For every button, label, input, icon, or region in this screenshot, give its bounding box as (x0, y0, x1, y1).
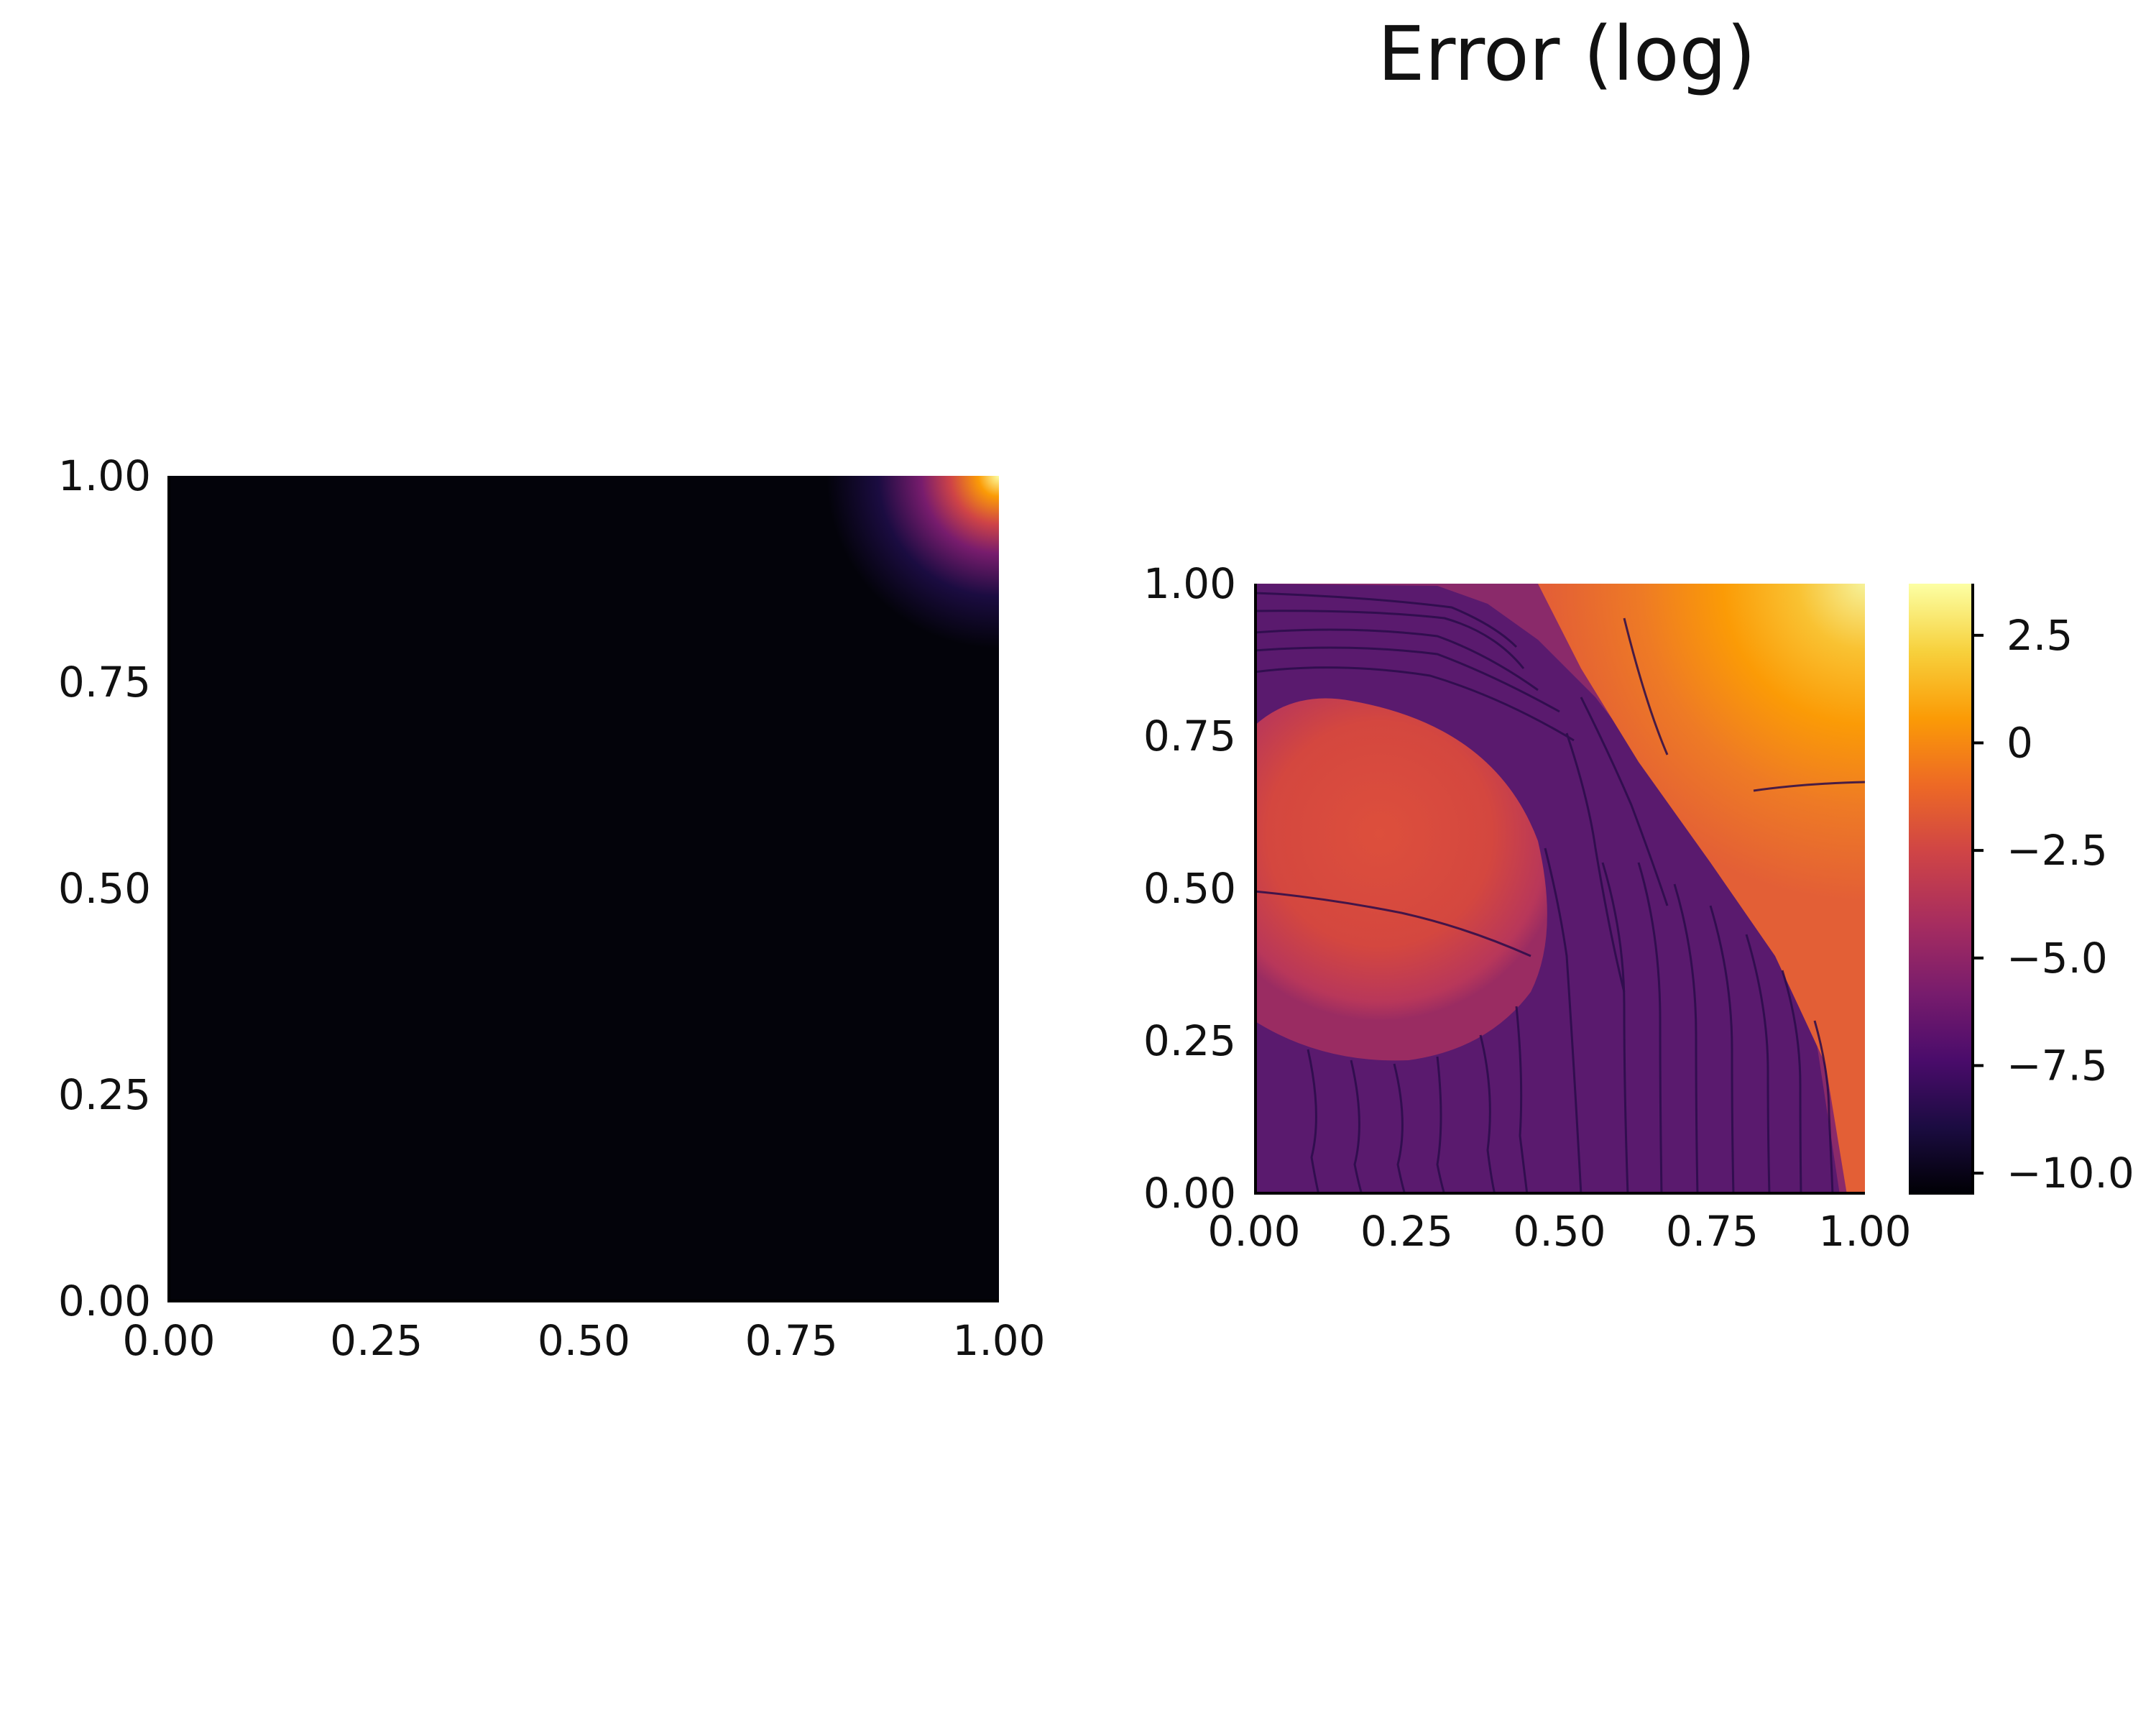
right-y-tick-label: 0.75 (1143, 712, 1236, 760)
right-y-tick-label: 1.00 (1143, 559, 1236, 608)
figure-title: Error (log) (1377, 10, 1756, 98)
right-y-tick-label: 0.50 (1143, 864, 1236, 913)
colorbar-tick-label: −2.5 (2007, 826, 2108, 875)
left-x-tick-label: 1.00 (952, 1316, 1045, 1365)
right-x-tick-label: 0.00 (1207, 1207, 1300, 1256)
left-y-tick-label: 0.50 (58, 864, 151, 913)
left-x-tick-label: 0.50 (538, 1316, 630, 1365)
right-y-tick-label: 0.25 (1143, 1016, 1236, 1065)
left-y-tick-label: 1.00 (58, 451, 151, 500)
left-y-tick-label: 0.00 (58, 1277, 151, 1325)
right-heatmap-contours (1254, 592, 1865, 1195)
colorbar-tick-label: −5.0 (2007, 934, 2108, 983)
colorbar-tick-label: −7.5 (2007, 1041, 2108, 1090)
right-x-tick-label: 0.25 (1360, 1207, 1453, 1256)
colorbar-tick-label: 0 (2007, 718, 2033, 767)
left-x-tick-label: 0.00 (122, 1316, 215, 1365)
left-x-tick-label: 0.75 (745, 1316, 838, 1365)
right-y-tick-label: 0.00 (1143, 1169, 1236, 1218)
right-heatmap-bubble (1254, 698, 1547, 1061)
right-x-tick-label: 0.75 (1666, 1207, 1759, 1256)
left-heatmap-corner-peak (169, 476, 999, 1301)
right-heatmap-corner-peak (1538, 584, 1865, 1195)
left-y-tick-label: 0.75 (58, 658, 151, 707)
left-x-tick-label: 0.25 (330, 1316, 423, 1365)
colorbar-tick-label: 2.5 (2007, 611, 2073, 660)
colorbar-gradient (1909, 584, 1971, 1195)
colorbar (1909, 584, 1974, 1195)
right-x-tick-label: 0.50 (1513, 1207, 1606, 1256)
colorbar-tick-label: −10.0 (2007, 1149, 2134, 1198)
left-y-tick-label: 0.25 (58, 1070, 151, 1119)
right-x-tick-label: 1.00 (1818, 1207, 1911, 1256)
right-heatmap (1254, 584, 1865, 1195)
left-heatmap (167, 476, 999, 1302)
